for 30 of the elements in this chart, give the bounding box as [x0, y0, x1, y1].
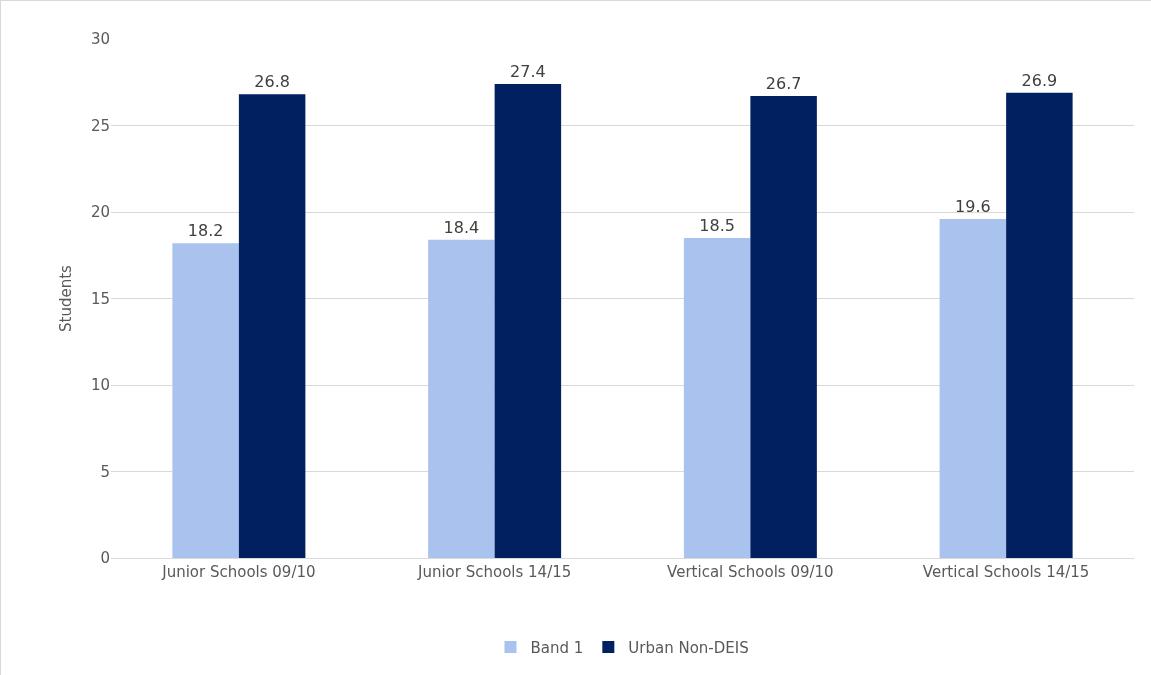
x-tick-label: Junior Schools 09/10: [161, 563, 316, 581]
data-label: 18.2: [187, 221, 224, 241]
legend-label: Band 1: [530, 638, 584, 657]
bar: [683, 237, 751, 558]
y-tick-label: 10: [90, 376, 110, 395]
y-tick-label: 0: [100, 549, 110, 568]
data-label: 19.6: [955, 196, 991, 216]
x-tick-label: Vertical Schools 14/15: [922, 563, 1090, 581]
data-label: 18.4: [443, 217, 480, 237]
y-tick-label: 25: [90, 116, 110, 135]
y-tick-label: 20: [90, 203, 110, 222]
x-tick-label: Junior Schools 14/15: [416, 563, 572, 581]
bar: [1006, 92, 1073, 558]
y-tick-label: 5: [100, 462, 110, 481]
data-label: 26.9: [1021, 70, 1058, 90]
legend-label: Urban Non-DEIS: [628, 638, 749, 657]
y-tick-label: 30: [90, 30, 110, 49]
bar: [238, 94, 306, 558]
data-label: 18.5: [699, 215, 735, 235]
bar: [939, 218, 1007, 558]
data-label: 26.8: [254, 72, 290, 92]
data-label: 27.4: [510, 61, 546, 81]
bar: [750, 96, 817, 558]
y-axis-title: Students: [57, 264, 75, 332]
bar: [172, 243, 239, 558]
bar: [494, 83, 562, 558]
bar: [428, 239, 495, 558]
x-tick-label: Vertical Schools 09/10: [667, 563, 834, 581]
data-label: 26.7: [765, 74, 802, 94]
y-tick-label: 15: [90, 289, 110, 308]
